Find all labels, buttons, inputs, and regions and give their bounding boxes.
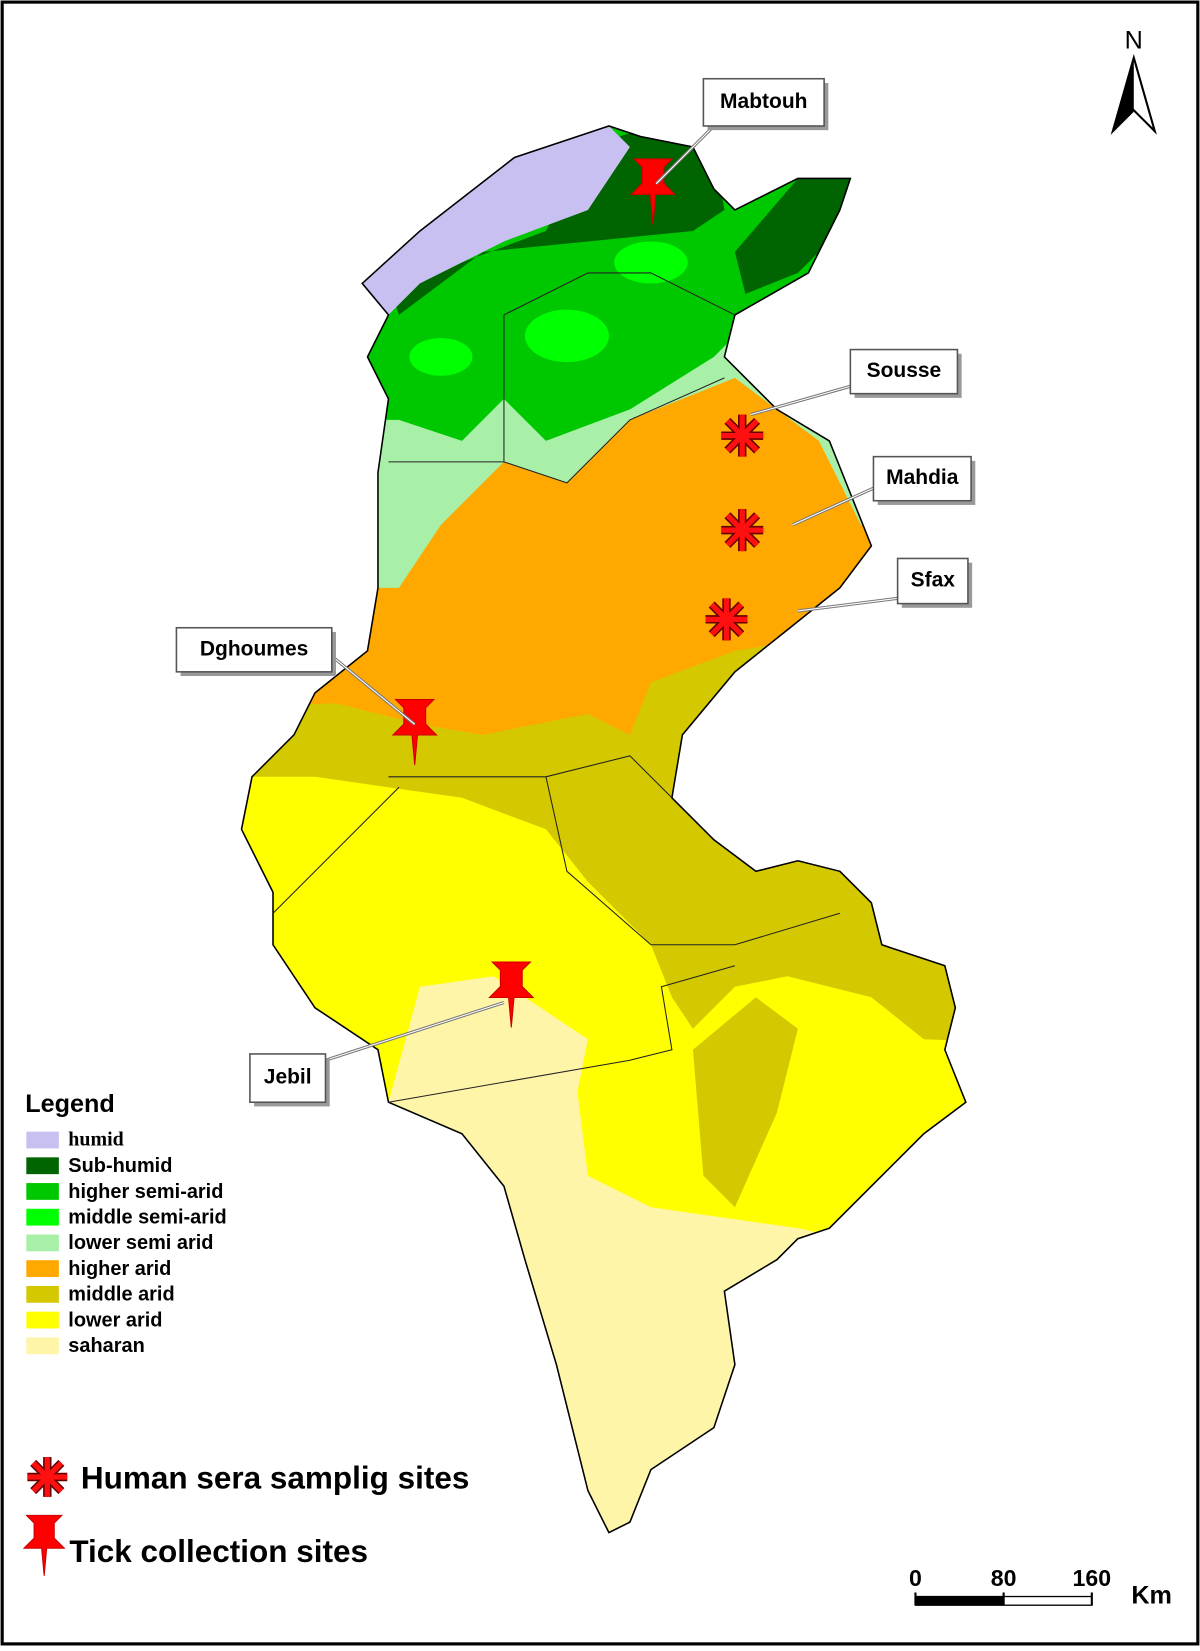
legend-swatch: [26, 1337, 59, 1355]
leader-line-inner: [750, 385, 851, 416]
star-arm: [725, 513, 759, 547]
scale-label: 80: [991, 1565, 1017, 1591]
label-box: [849, 348, 959, 395]
legend-label: humid: [68, 1129, 123, 1151]
zone-0: [356, 125, 630, 315]
star-arm: [31, 1461, 64, 1493]
leader-line-inner: [797, 597, 898, 612]
legend-swatch: [26, 1311, 59, 1329]
human-site-marker: [721, 509, 764, 552]
zone-6: [692, 997, 798, 1208]
label-box: [872, 455, 972, 502]
star-arm: [725, 418, 759, 453]
zone-3: [614, 241, 688, 284]
legend-label: middle arid: [68, 1284, 174, 1306]
legend-label: Sub-humid: [68, 1155, 172, 1177]
scale-segment: [914, 1596, 1005, 1606]
zone-3: [409, 338, 473, 376]
legend-title: Legend: [25, 1090, 115, 1118]
site-label: Sfax: [911, 569, 956, 592]
scale-unit: Km: [1131, 1581, 1172, 1609]
zone-3: [524, 309, 609, 363]
legend-swatch: [26, 1131, 59, 1149]
site-label: Dghoumes: [200, 637, 308, 660]
north-arrow: N: [1110, 27, 1157, 135]
human-site-marker: [721, 414, 764, 457]
legend-human-marker: [27, 1457, 68, 1497]
site-label: Mahdia: [886, 466, 959, 489]
overlay: Mabtouh Dghoumes Jebil Sousse Mahdia Sfax Lege…: [22, 77, 1172, 1609]
legend-label: higher semi-arid: [68, 1181, 223, 1203]
leader-line-inner: [655, 125, 715, 185]
tick-site-marker: [488, 961, 535, 1028]
legend-label: middle semi-arid: [68, 1206, 226, 1228]
label-box: [249, 1053, 327, 1104]
label-box: [175, 626, 333, 673]
legend-swatch: [26, 1260, 59, 1278]
legend-swatch: [26, 1157, 59, 1175]
legend-label: lower semi arid: [68, 1232, 213, 1254]
legend-swatch: [26, 1183, 59, 1200]
label-box: [702, 77, 825, 127]
leader-line-inner: [331, 655, 416, 725]
star-arm: [709, 602, 744, 637]
legend-label: saharan: [68, 1335, 144, 1357]
site-label: Jebil: [264, 1066, 312, 1089]
country-outline: [240, 125, 967, 1534]
legend-tick-label: Tick collection sites: [69, 1533, 368, 1569]
label-box: [896, 557, 969, 605]
leader-line-inner: [325, 1002, 505, 1061]
legend-swatch: [26, 1208, 59, 1226]
scale-segment: [1003, 1596, 1093, 1606]
region-borders: [272, 272, 841, 1103]
leader-line-inner: [792, 487, 874, 526]
scale-label: 0: [909, 1565, 922, 1591]
human-site-marker: [705, 598, 748, 641]
legend-label: higher arid: [68, 1258, 171, 1280]
legend-tick-marker: [22, 1514, 66, 1576]
scale-label: 160: [1073, 1565, 1112, 1591]
legend-swatch: [26, 1234, 59, 1252]
legend-human-label: Human sera samplig sites: [81, 1459, 469, 1495]
legend-label: lower arid: [68, 1309, 162, 1331]
north-label: N: [1125, 27, 1143, 55]
zone-1: [734, 178, 851, 294]
site-label: Sousse: [867, 359, 942, 382]
site-label: Mabtouh: [720, 90, 807, 113]
legend-swatch: [26, 1285, 59, 1303]
